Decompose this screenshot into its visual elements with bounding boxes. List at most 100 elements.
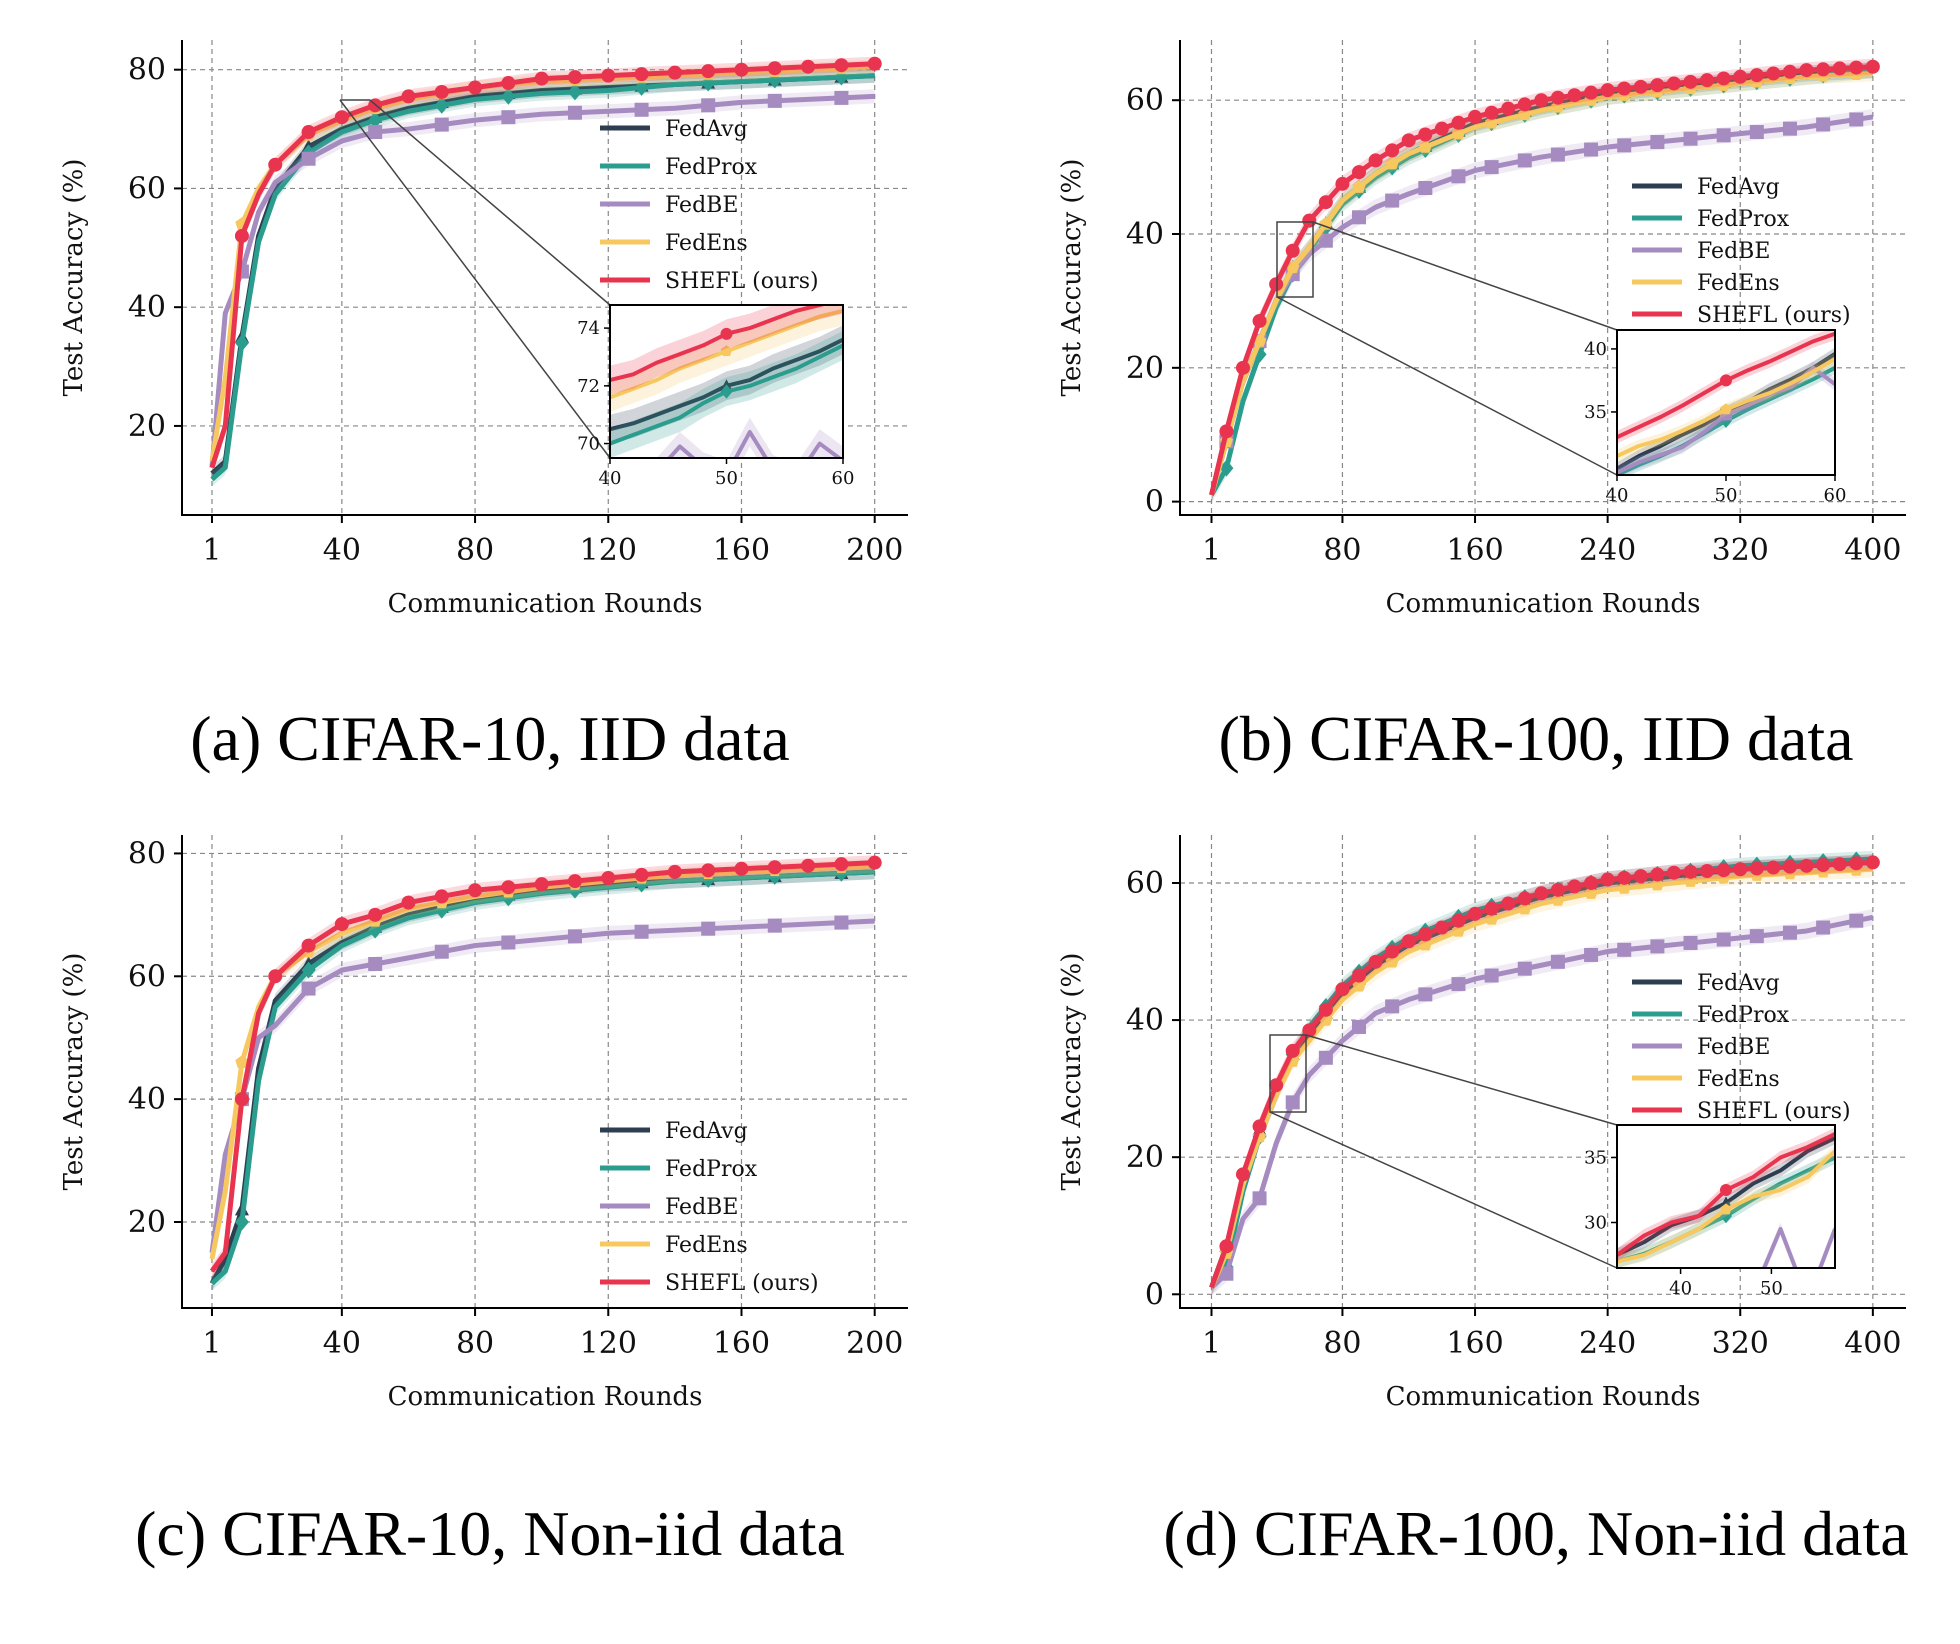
marker-shefl-ours	[1849, 60, 1864, 75]
marker-fedens	[1352, 180, 1366, 193]
marker-shefl-ours	[867, 855, 882, 870]
marker-fedens	[1451, 126, 1466, 140]
marker-shefl-ours	[1517, 97, 1532, 112]
marker-shefl-ours	[1385, 143, 1400, 158]
y-tick-label: 40	[128, 1082, 166, 1117]
legend: FedAvg FedProx FedBE FedEns SHEFL (ours)	[1632, 175, 1851, 328]
marker-fedens	[1352, 978, 1366, 992]
marker-shefl-ours	[1865, 855, 1880, 870]
marker-shefl-ours	[434, 84, 449, 99]
marker-shefl-ours	[734, 861, 749, 876]
marker-shefl-ours	[667, 864, 682, 879]
marker-shefl-ours	[1318, 195, 1333, 210]
x-tick-label: 1	[202, 533, 221, 568]
marker-fedbe	[1816, 920, 1831, 935]
zoom-connector	[339, 99, 611, 459]
marker-fedens	[1286, 260, 1300, 274]
legend-label: FedAvg	[1697, 971, 1780, 996]
marker-shefl-ours	[801, 59, 816, 74]
marker-fedprox	[234, 334, 249, 352]
legend-item-fedens: FedEns	[600, 1233, 748, 1258]
marker-fedbe	[1550, 954, 1565, 969]
marker-fedbe	[1716, 932, 1731, 947]
marker-fedbe	[1318, 1050, 1333, 1065]
marker-shefl-ours	[1617, 81, 1632, 96]
marker-fedbe	[1484, 160, 1499, 175]
marker-fedbe	[767, 918, 782, 933]
marker-shefl-ours	[1434, 920, 1449, 935]
marker-shefl-ours	[1335, 176, 1350, 191]
marker-shefl-ours	[1468, 109, 1483, 124]
legend-item-fedens: FedEns	[1632, 271, 1780, 296]
marker-fedprox	[634, 79, 649, 96]
marker-shefl-ours	[1832, 857, 1847, 872]
inset-marker-fedens	[1720, 1203, 1732, 1215]
y-tick-label: 20	[128, 409, 166, 444]
marker-fedens	[1551, 893, 1565, 906]
marker-fedbe	[1584, 142, 1599, 157]
marker-fedens	[1385, 954, 1399, 968]
inset-x-tick-label: 50	[715, 468, 738, 489]
y-axis-title: Test Accuracy (%)	[1057, 953, 1087, 1191]
y-tick-label: 60	[128, 959, 166, 994]
marker-shefl-ours	[368, 907, 383, 922]
markers-fedbe	[234, 90, 849, 279]
inset-marker-fedbe	[1720, 1275, 1732, 1287]
inset-series	[1617, 1127, 1835, 1287]
x-tick-label: 1	[202, 1326, 221, 1361]
marker-shefl-ours	[567, 874, 582, 889]
zoom-connector	[1276, 296, 1618, 476]
marker-fedbe	[1849, 112, 1864, 127]
marker-shefl-ours	[401, 89, 416, 104]
marker-shefl-ours	[1550, 90, 1565, 105]
marker-fedbe	[1584, 947, 1599, 962]
band-fedbe	[1211, 909, 1873, 1296]
markers-fedens	[1219, 863, 1863, 1259]
inset-x-tick-label: 60	[1824, 485, 1847, 506]
x-tick-label: 80	[456, 533, 494, 568]
grid-lines	[1180, 835, 1906, 1308]
marker-shefl-ours	[534, 877, 549, 892]
marker-fedens	[1518, 107, 1532, 121]
y-tick-label: 20	[1126, 1140, 1164, 1175]
x-tick-label: 200	[846, 1326, 903, 1361]
marker-shefl-ours	[634, 867, 649, 882]
x-tick-label: 1	[1202, 1326, 1221, 1361]
marker-fedprox	[567, 83, 582, 101]
marker-fedbe	[767, 93, 782, 108]
legend-item-shefl-ours: SHEFL (ours)	[1632, 303, 1851, 328]
legend-item-shefl-ours: SHEFL (ours)	[1632, 1099, 1851, 1124]
marker-shefl-ours	[1501, 896, 1516, 911]
marker-fedbe	[1716, 128, 1731, 143]
marker-shefl-ours	[1816, 62, 1831, 77]
marker-fedbe	[1285, 1095, 1300, 1110]
marker-fedens	[235, 1055, 249, 1068]
y-axis-title: Test Accuracy (%)	[59, 159, 89, 397]
y-tick-label: 40	[128, 290, 166, 325]
x-axis-title: Communication Rounds	[388, 589, 703, 619]
series-group	[1209, 58, 1880, 503]
marker-fedbe	[368, 125, 383, 140]
inset-marker-fedens	[1720, 403, 1732, 415]
marker-shefl-ours	[1766, 66, 1781, 81]
marker-shefl-ours	[767, 860, 782, 875]
marker-shefl-ours	[1716, 71, 1731, 86]
marker-fedbe	[1816, 117, 1831, 132]
legend-label: FedBE	[665, 1195, 738, 1220]
inset-series	[610, 305, 843, 458]
marker-shefl-ours	[867, 56, 882, 71]
marker-shefl-ours	[1733, 69, 1748, 84]
marker-fedbe	[701, 921, 716, 936]
marker-shefl-ours	[1550, 882, 1565, 897]
marker-shefl-ours	[1816, 857, 1831, 872]
marker-fedbe	[434, 117, 449, 132]
inset-y-tick-label: 35	[1584, 402, 1607, 423]
legend: FedAvg FedProx FedBE FedEns SHEFL (ours)	[600, 117, 819, 294]
caption-a: (a) CIFAR-10, IID data	[190, 703, 790, 774]
legend-label: FedEns	[1697, 1067, 1780, 1092]
marker-fedbe	[1418, 181, 1433, 196]
marker-fedbe	[1617, 138, 1632, 153]
legend-item-fedavg: FedAvg	[600, 1119, 748, 1144]
marker-fedbe	[1650, 135, 1665, 150]
